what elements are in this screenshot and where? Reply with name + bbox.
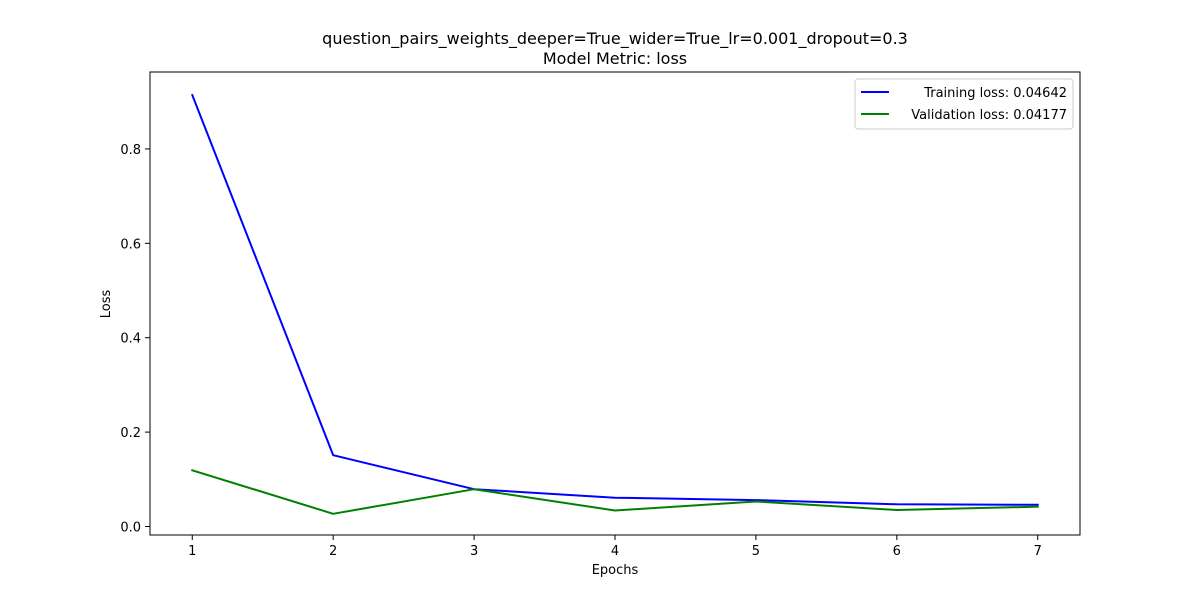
chart-title: question_pairs_weights_deeper=True_wider…	[322, 29, 908, 49]
chart-subtitle: Model Metric: loss	[543, 49, 687, 68]
y-tick-label: 0.8	[120, 143, 141, 158]
series-line-validation	[191, 469, 1039, 515]
y-tick-label: 0.2	[120, 426, 141, 441]
x-tick-label: 1	[188, 544, 196, 559]
y-tick-label: 0.6	[120, 237, 141, 252]
x-tick-label: 5	[752, 544, 760, 559]
y-tick-label: 0.0	[120, 521, 141, 536]
y-tick-label: 0.4	[120, 332, 141, 347]
legend-box	[854, 78, 1074, 130]
x-tick-label: 2	[329, 544, 337, 559]
legend-label-validation: Validation loss: 0.04177	[911, 108, 1067, 123]
x-axis-label: Epochs	[592, 563, 639, 578]
series-line-training	[191, 93, 1039, 506]
y-axis-label: Loss	[99, 290, 114, 319]
x-tick-label: 4	[611, 544, 619, 559]
x-tick-label: 6	[893, 544, 901, 559]
legend-label-training: Training loss: 0.04642	[923, 86, 1067, 101]
x-tick-label: 7	[1034, 544, 1042, 559]
x-tick-label: 3	[470, 544, 478, 559]
plot-area: 1 2 3 4 5 6 7 0.0 0.2 0.4 0.6 0.8 Training loss: 0.0…	[120, 71, 1081, 559]
